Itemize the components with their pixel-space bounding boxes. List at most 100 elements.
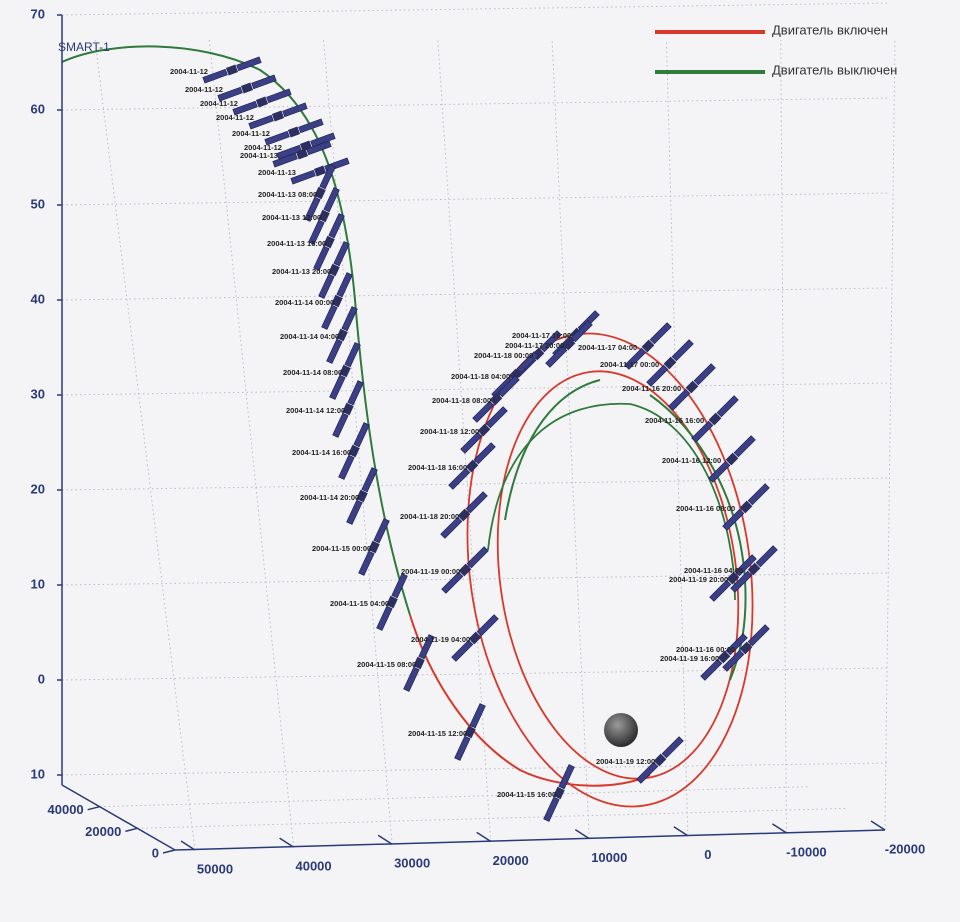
solar-panel	[290, 169, 316, 185]
satellite	[448, 442, 496, 490]
body	[468, 631, 482, 645]
solar-panel	[700, 658, 723, 681]
solar-panel	[485, 406, 508, 429]
body	[553, 786, 565, 800]
timestamp-label: 2004-11-18 00:00	[474, 351, 533, 360]
solar-panel	[344, 342, 361, 368]
solar-panel	[358, 550, 375, 576]
timestamp-label: 2004-11-14 16:00	[292, 448, 351, 457]
y-tick-label: 0	[152, 845, 159, 860]
y-tick-label: 20000	[85, 824, 121, 839]
satellite	[272, 140, 332, 168]
solar-panel	[236, 56, 262, 72]
solar-panel	[722, 649, 745, 672]
solar-panel	[722, 508, 745, 531]
body	[323, 235, 335, 249]
z-tick-label: 40	[31, 291, 45, 306]
solar-panel	[709, 579, 732, 602]
satellite	[313, 213, 345, 271]
body	[339, 364, 351, 378]
satellite	[318, 241, 350, 299]
grid-line	[99, 786, 810, 808]
solar-panel	[646, 364, 669, 387]
timestamp-label: 2004-11-14 00:00	[275, 298, 334, 307]
solar-panel	[636, 761, 659, 784]
solar-panel	[734, 554, 757, 577]
x-tick-label: 30000	[394, 856, 430, 871]
z-tick-label: 50	[31, 196, 45, 211]
timestamp-label: 2004-11-13	[258, 168, 296, 177]
solar-panel	[318, 273, 335, 299]
satellite	[545, 320, 593, 368]
legend-label: Двигатель выключен	[772, 62, 897, 77]
grid-line	[137, 807, 848, 829]
grid-line	[208, 39, 295, 848]
solar-panel	[418, 634, 435, 660]
satellite	[730, 545, 778, 593]
timestamp-label: 2004-11-19 12:00	[596, 757, 655, 766]
trajectory-on	[409, 614, 651, 787]
solar-panel	[671, 339, 694, 362]
solar-panel	[693, 363, 716, 386]
satellite	[308, 187, 340, 245]
tick-mark	[125, 827, 138, 833]
timestamp-label: 2004-11-12	[170, 67, 208, 76]
solar-panel	[336, 272, 353, 298]
body	[295, 148, 309, 160]
satellite	[636, 736, 684, 784]
satellite	[454, 703, 486, 761]
body	[465, 459, 479, 473]
satellite	[232, 88, 292, 116]
timestamp-label: 2004-11-12	[216, 113, 254, 122]
solar-panel	[516, 351, 539, 374]
tick-mark	[673, 826, 689, 837]
x-tick-label: 20000	[493, 853, 529, 868]
grid-line	[94, 39, 196, 851]
solar-panel	[282, 102, 308, 118]
grid-line	[61, 382, 891, 396]
z-tick-label: 30	[31, 386, 45, 401]
timestamp-label: 2004-11-17 04:00	[578, 343, 637, 352]
timestamp-label: 2004-11-16 08:00	[676, 504, 735, 513]
solar-panel	[326, 338, 343, 364]
body	[508, 368, 522, 382]
solar-panel	[341, 306, 358, 332]
solar-panel	[543, 796, 560, 822]
satellite	[217, 74, 277, 102]
solar-panel	[298, 118, 324, 134]
z-tick-label: 60	[31, 101, 45, 116]
solar-panel	[304, 196, 321, 222]
satellite	[346, 467, 378, 525]
x-tick-label: 40000	[295, 859, 331, 874]
solar-panel	[708, 460, 731, 483]
solar-panel	[308, 219, 325, 245]
z-tick-label: 10	[31, 576, 45, 591]
x-tick-label: -10000	[786, 844, 826, 859]
solar-panel	[313, 245, 330, 271]
timestamp-label: 2004-11-19 00:00	[401, 567, 460, 576]
timestamp-label: 2004-11-17 20:00	[505, 341, 564, 350]
timestamp-label: 2004-11-18 04:00	[451, 372, 510, 381]
solar-panel	[232, 100, 258, 116]
solar-panel	[202, 68, 228, 84]
solar-panel	[264, 130, 290, 146]
solar-panel	[333, 241, 350, 267]
timestamp-label: 2004-11-19 20:00	[669, 575, 728, 584]
satellite	[709, 554, 757, 602]
solar-panel	[332, 412, 349, 438]
timestamp-label: 2004-11-12	[185, 85, 223, 94]
z-tick-label: 10	[31, 766, 45, 781]
satellite	[403, 634, 435, 692]
body	[255, 96, 269, 108]
timestamp-label: 2004-11-15 08:00	[357, 660, 416, 669]
timestamp-label: 2004-11-14 20:00	[300, 493, 359, 502]
solar-panel	[747, 624, 770, 647]
tick-mark	[87, 805, 100, 811]
timestamp-label: 2004-11-16 12:00	[662, 456, 721, 465]
timestamp-label: 2004-11-13 16:00	[267, 239, 326, 248]
grid-line	[61, 477, 891, 491]
solar-panel	[730, 570, 753, 593]
satellite	[691, 395, 739, 443]
body	[413, 656, 425, 670]
